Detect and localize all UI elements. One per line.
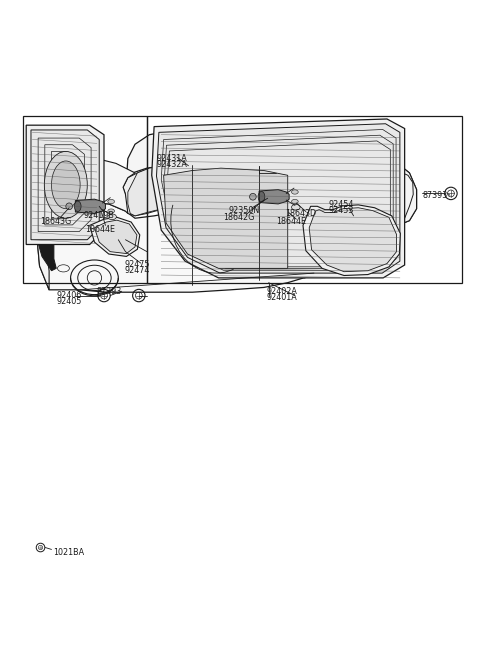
Ellipse shape (291, 199, 298, 203)
Polygon shape (75, 199, 106, 213)
Text: 18643G: 18643G (40, 217, 72, 226)
Ellipse shape (108, 214, 116, 220)
Text: 18644E: 18644E (276, 217, 306, 226)
Text: 92432A: 92432A (156, 159, 187, 169)
Ellipse shape (44, 152, 87, 218)
Polygon shape (37, 156, 417, 292)
Polygon shape (309, 208, 396, 272)
Polygon shape (123, 165, 211, 216)
Polygon shape (192, 163, 276, 190)
Text: 92401A: 92401A (266, 293, 297, 302)
Polygon shape (276, 130, 352, 192)
Polygon shape (303, 205, 400, 276)
Text: 92406: 92406 (56, 291, 82, 300)
Polygon shape (95, 220, 137, 254)
Ellipse shape (108, 209, 115, 213)
Polygon shape (259, 190, 289, 204)
Polygon shape (171, 171, 195, 211)
Polygon shape (31, 130, 99, 239)
Text: 92431A: 92431A (156, 154, 187, 163)
Text: 92402A: 92402A (266, 287, 297, 297)
Ellipse shape (258, 192, 265, 202)
Text: 92454: 92454 (328, 200, 354, 209)
Ellipse shape (291, 190, 298, 194)
Circle shape (250, 194, 256, 200)
Text: 87393: 87393 (422, 191, 447, 200)
Polygon shape (37, 159, 135, 290)
Bar (147, 115, 462, 283)
Polygon shape (26, 125, 104, 245)
Polygon shape (128, 165, 192, 216)
Text: 18642G: 18642G (223, 213, 255, 222)
Text: 92475: 92475 (124, 260, 150, 269)
Polygon shape (152, 119, 405, 278)
Bar (23, 115, 147, 283)
Text: 1021BA: 1021BA (53, 548, 84, 558)
Polygon shape (166, 166, 199, 215)
Ellipse shape (74, 201, 81, 211)
Polygon shape (37, 204, 78, 271)
Polygon shape (164, 168, 288, 268)
Circle shape (66, 203, 72, 210)
Text: 92419B: 92419B (84, 211, 114, 220)
Text: 87393: 87393 (96, 287, 121, 297)
Text: 92453: 92453 (328, 206, 354, 215)
Ellipse shape (51, 161, 80, 209)
Polygon shape (90, 217, 140, 256)
Polygon shape (123, 127, 352, 194)
Polygon shape (156, 124, 400, 273)
Text: 92474: 92474 (124, 266, 150, 275)
Ellipse shape (291, 205, 300, 210)
Text: 18644E: 18644E (85, 226, 115, 234)
Polygon shape (302, 156, 417, 278)
Text: 92405: 92405 (56, 297, 82, 306)
Ellipse shape (108, 199, 115, 203)
Text: 92350N: 92350N (228, 206, 259, 215)
Text: 18643D: 18643D (285, 209, 316, 218)
